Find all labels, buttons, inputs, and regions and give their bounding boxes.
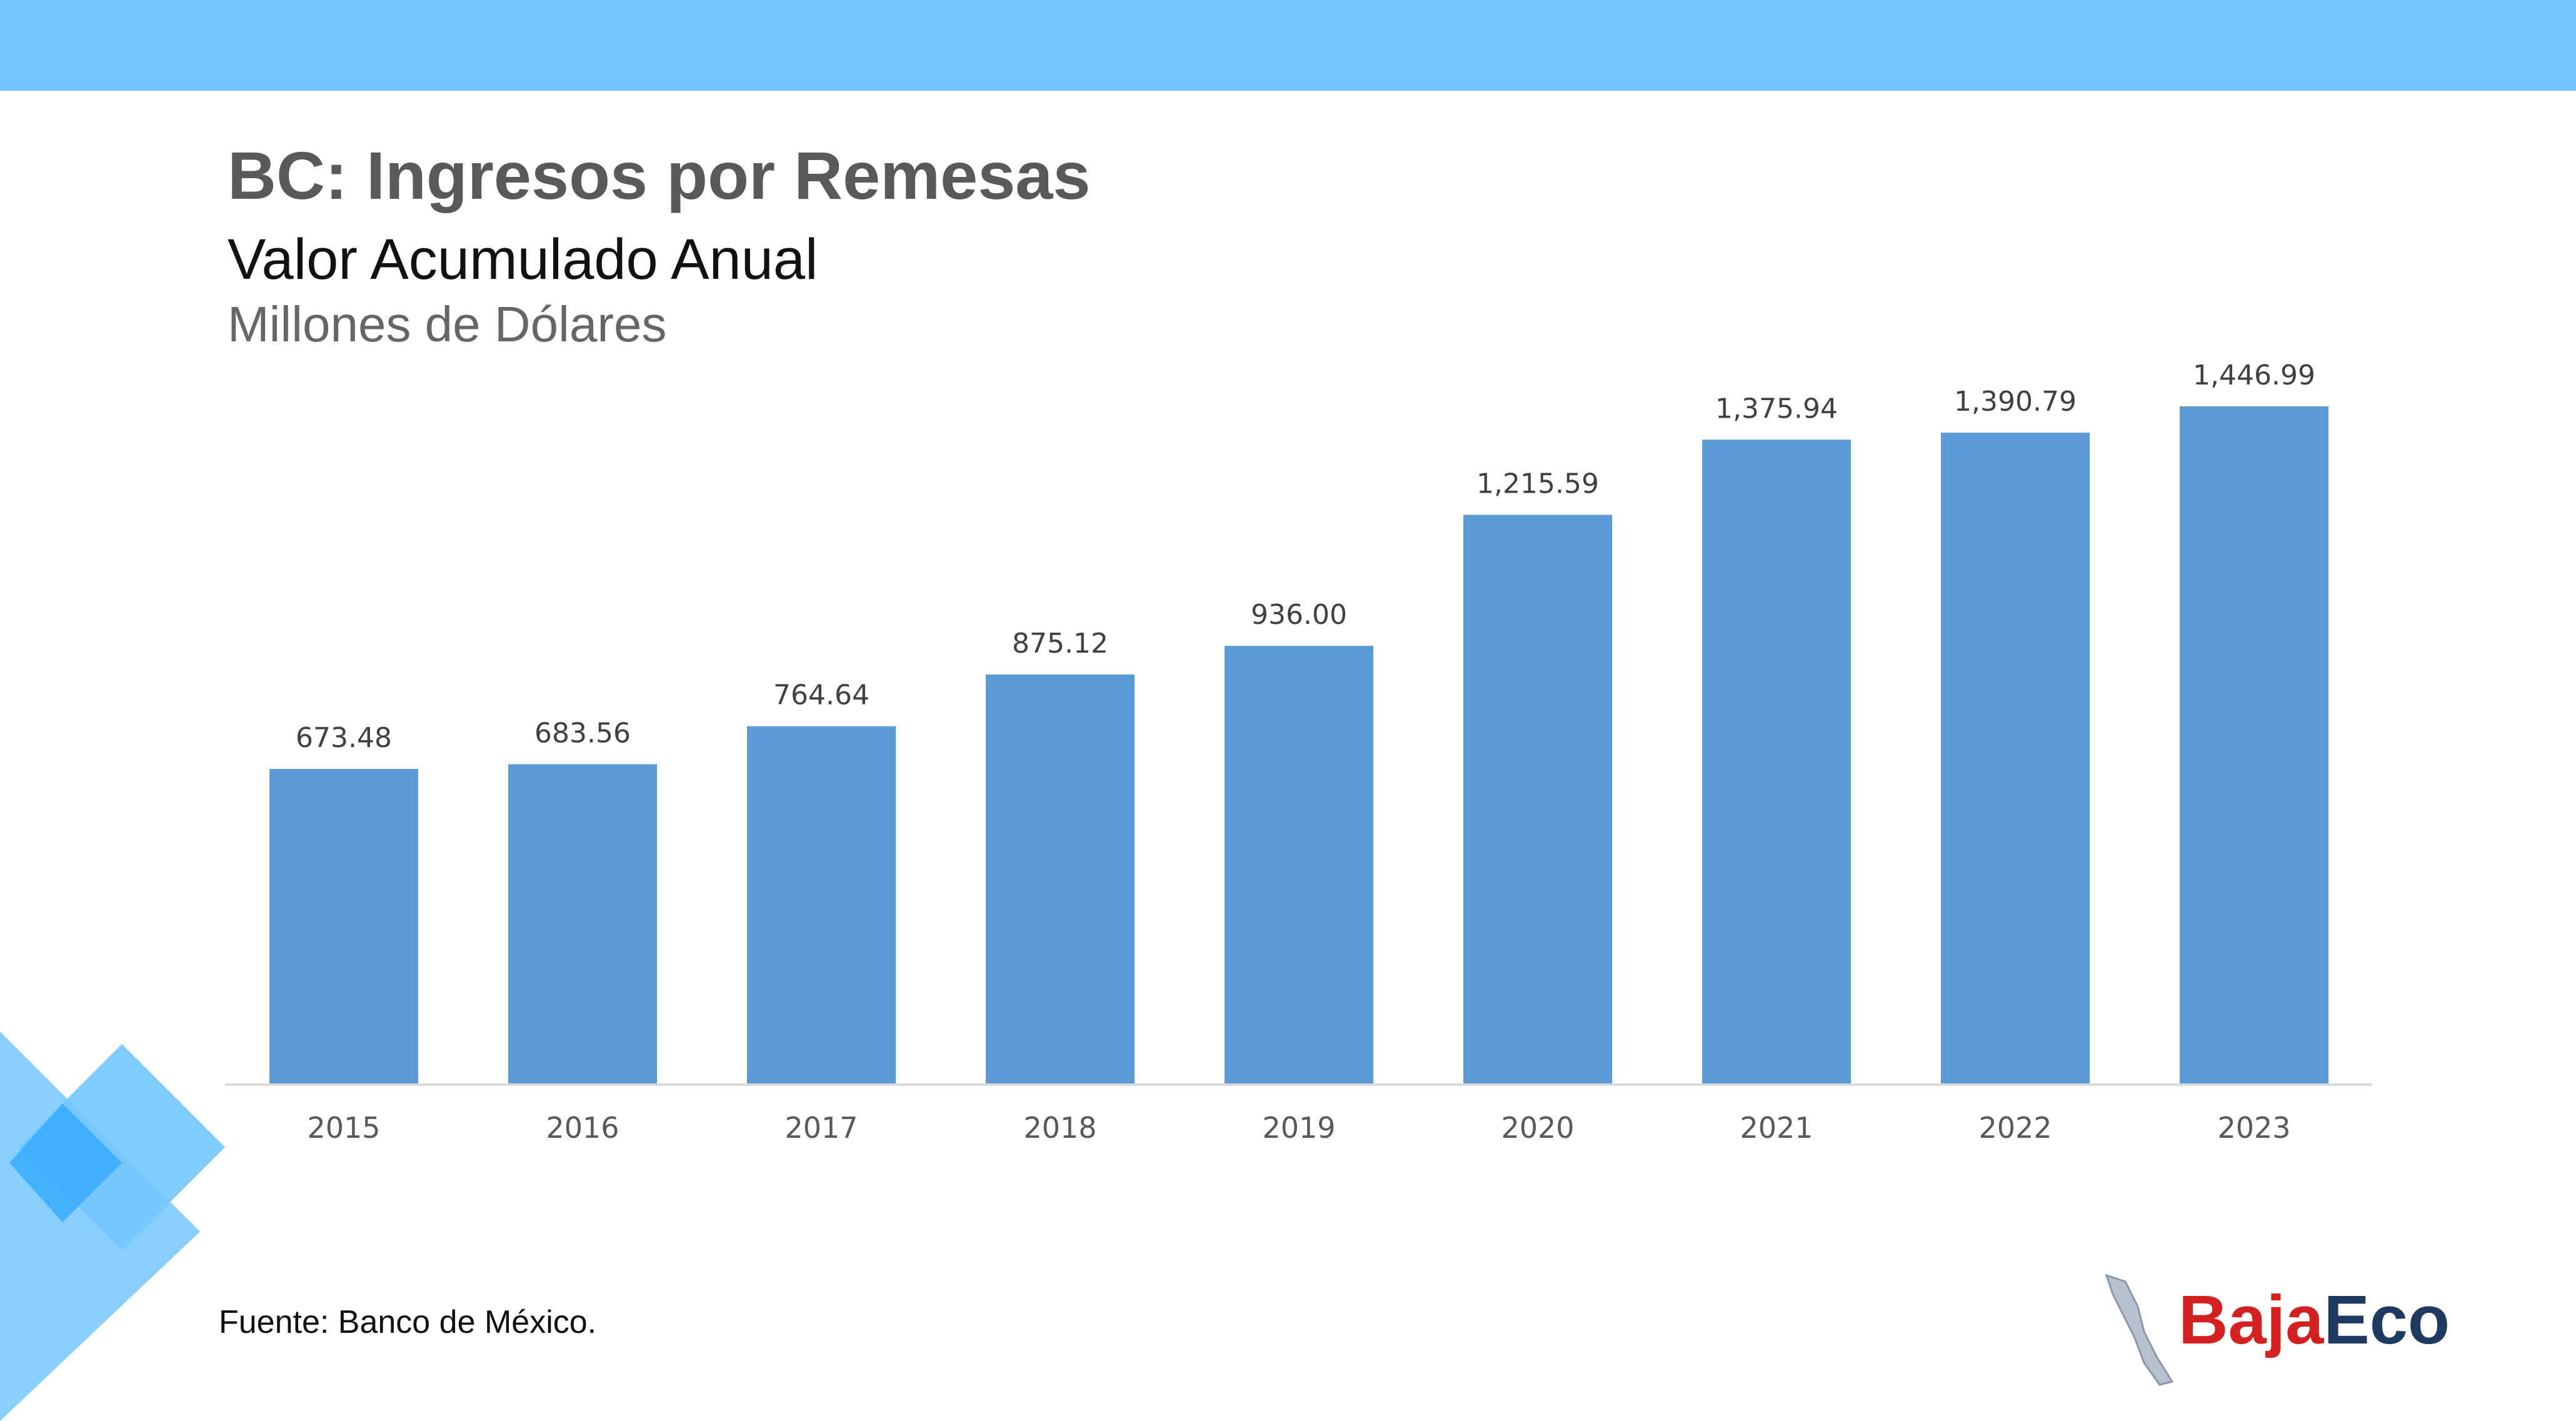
data-label-2021: 1,375.94	[1715, 393, 1838, 424]
x-tick-label-2022: 2022	[1978, 1111, 2052, 1145]
x-tick-labels-layer: 2015 2016 2017 2018 2019 2020 2021 2022 2023	[307, 1111, 2290, 1145]
x-tick-label-2018: 2018	[1023, 1111, 1096, 1145]
logo-text-baja: Baja	[2178, 1282, 2324, 1358]
x-tick-label-2015: 2015	[307, 1111, 380, 1145]
chart-subtitle: Valor Acumulado Anual	[228, 228, 818, 291]
bar-2023	[2180, 406, 2328, 1085]
bar-2021	[1702, 439, 1851, 1085]
x-tick-label-2023: 2023	[2217, 1111, 2290, 1145]
chart-title: BC: Ingresos por Remesas	[228, 138, 1091, 213]
logo-text: BajaEco	[2178, 1275, 2450, 1365]
bars-layer	[269, 406, 2328, 1085]
data-label-2016: 683.56	[534, 717, 631, 749]
data-label-2023: 1,446.99	[2193, 359, 2315, 391]
bar-chart: 673.48 683.56 764.64 875.12 936.00 1,215.59 1,…	[225, 359, 2372, 1145]
baja-california-map-icon	[2105, 1273, 2174, 1386]
bar-2020	[1463, 515, 1612, 1085]
data-label-2020: 1,215.59	[1476, 468, 1599, 500]
deco-shape-overlap	[9, 1103, 122, 1222]
chart-units: Millones de Dólares	[228, 296, 667, 352]
top-banner	[0, 0, 2576, 91]
x-tick-label-2019: 2019	[1262, 1111, 1335, 1145]
x-tick-label-2016: 2016	[546, 1111, 619, 1145]
data-label-2018: 875.12	[1012, 628, 1108, 660]
bar-2022	[1941, 433, 2090, 1085]
x-tick-label-2017: 2017	[784, 1111, 858, 1145]
data-label-2017: 764.64	[773, 680, 870, 711]
x-tick-label-2021: 2021	[1740, 1111, 1813, 1145]
bajaeco-logo: BajaEco	[2100, 1269, 2450, 1388]
bar-2019	[1225, 646, 1373, 1085]
data-label-2015: 673.48	[296, 722, 392, 754]
x-tick-label-2020: 2020	[1501, 1111, 1574, 1145]
data-label-2019: 936.00	[1251, 599, 1347, 631]
data-labels-layer: 673.48 683.56 764.64 875.12 936.00 1,215.59 1,…	[296, 359, 2315, 754]
decorative-diamonds	[0, 1032, 225, 1421]
source-note: Fuente: Banco de México.	[219, 1304, 597, 1340]
bar-2015	[269, 769, 418, 1085]
bar-2016	[508, 764, 657, 1085]
data-label-2022: 1,390.79	[1954, 386, 2077, 418]
bar-2017	[747, 726, 896, 1085]
logo-text-eco: Eco	[2323, 1282, 2450, 1358]
bar-2018	[986, 674, 1135, 1085]
